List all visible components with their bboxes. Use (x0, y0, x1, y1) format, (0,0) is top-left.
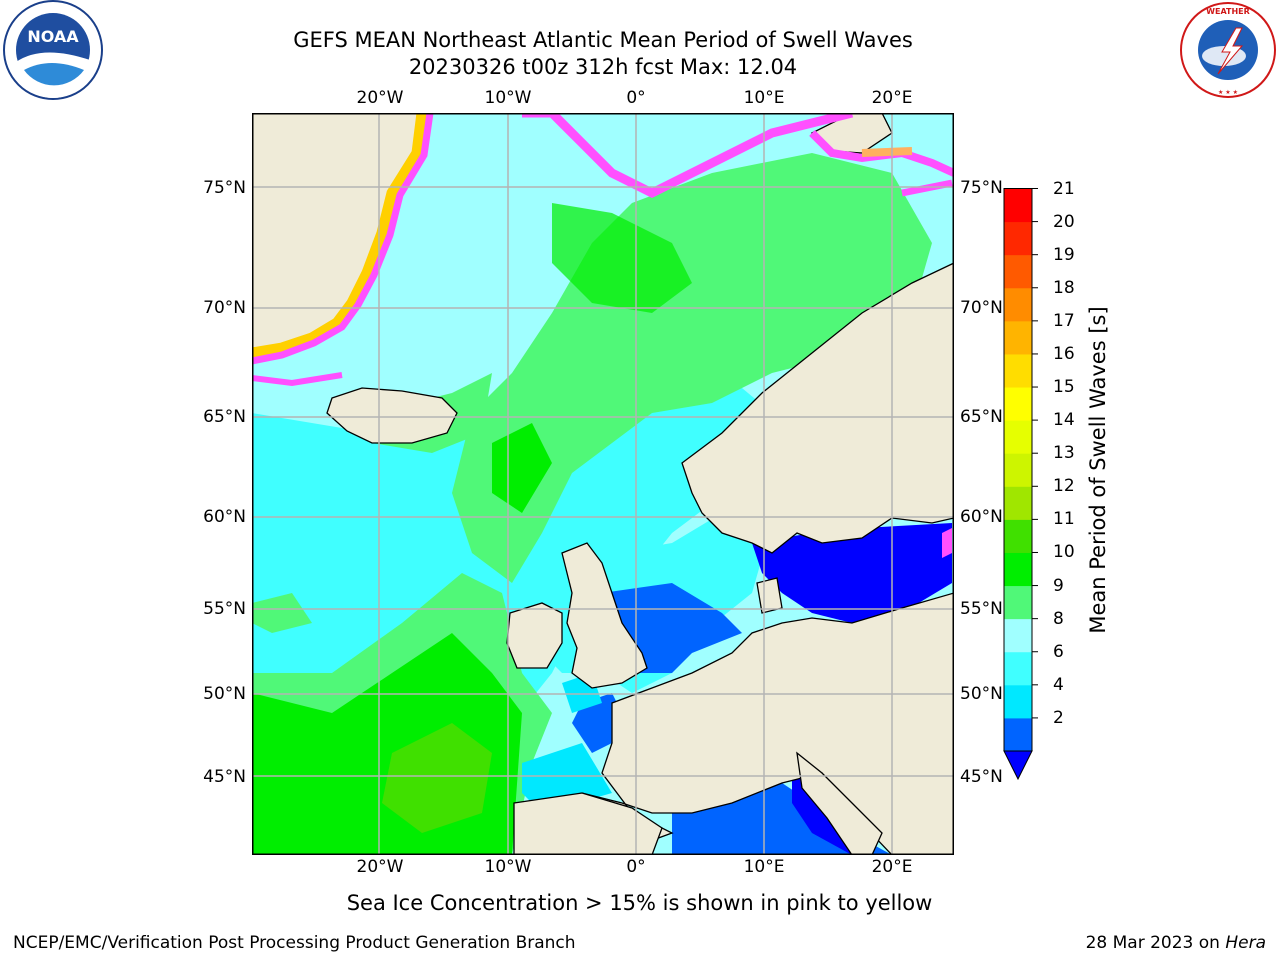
colorbar-segment (1004, 519, 1032, 553)
lon-label-top: 10°W (484, 88, 532, 108)
nws-logo: WEATHER ★ ★ ★ (1180, 2, 1276, 98)
colorbar-segment (1004, 684, 1032, 719)
colorbar-tick-label: 13 (1053, 443, 1075, 464)
colorbar-tick-label: 19 (1053, 244, 1075, 265)
machine-name: Hera (1225, 933, 1266, 953)
date-text: 28 Mar 2023 on (1085, 933, 1226, 953)
lat-label-right: 70°N (960, 298, 1003, 318)
lat-label-left: 75°N (203, 178, 246, 198)
svg-text:★ ★ ★: ★ ★ ★ (1218, 89, 1238, 96)
colorbar-tick-label: 16 (1053, 343, 1075, 364)
colorbar-segment (1004, 287, 1032, 322)
colorbar-tick-label: 14 (1053, 410, 1075, 431)
lat-label-left: 45°N (203, 767, 246, 787)
lat-label-right: 75°N (960, 178, 1003, 198)
noaa-logo-text: NOAA (27, 27, 79, 46)
svg-text:WEATHER: WEATHER (1206, 7, 1250, 16)
colorbar-segment (1004, 651, 1032, 686)
chart-subtitle: 20230326 t00z 312h fcst Max: 12.04 (408, 55, 798, 79)
colorbar-segment (1004, 552, 1032, 587)
lat-label-left: 60°N (203, 507, 246, 527)
lon-label-bottom: 10°E (743, 857, 785, 877)
colorbar-segment (1004, 320, 1032, 355)
colorbar-segment (1004, 585, 1032, 620)
lat-label-right: 55°N (960, 599, 1003, 619)
colorbar-tick-label: 6 (1053, 641, 1064, 662)
lon-label-top: 20°E (871, 88, 913, 108)
colorbar-tick-label: 18 (1053, 277, 1075, 298)
colorbar-tick-label: 12 (1053, 476, 1075, 497)
colorbar-segment (1004, 353, 1032, 388)
date-stamp: 28 Mar 2023 on Hera (1086, 933, 1266, 953)
colorbar-segment (1004, 453, 1032, 487)
colorbar-segment (1004, 717, 1032, 752)
lon-label-top: 0° (626, 88, 646, 108)
lon-label-bottom: 10°W (484, 857, 532, 877)
chart-title: GEFS MEAN Northeast Atlantic Mean Period… (293, 28, 913, 52)
graticule (252, 113, 954, 855)
lat-label-right: 65°N (960, 407, 1003, 427)
colorbar-tick-label: 8 (1053, 608, 1064, 629)
colorbar-tick-label: 11 (1053, 509, 1075, 530)
colorbar-tick-label: 2 (1053, 707, 1064, 728)
sea-ice-footnote: Sea Ice Concentration > 15% is shown in … (346, 891, 933, 915)
lon-label-bottom: 20°W (356, 857, 404, 877)
noaa-logo: NOAA (3, 0, 103, 100)
colorbar (1003, 188, 1038, 781)
lon-label-top: 20°W (356, 88, 404, 108)
lat-label-left: 70°N (203, 298, 246, 318)
colorbar-tick-label: 20 (1053, 211, 1075, 232)
colorbar-tick-label: 21 (1053, 178, 1075, 199)
colorbar-tick-label: 17 (1053, 310, 1075, 331)
credit-text: NCEP/EMC/Verification Post Processing Pr… (13, 933, 576, 953)
colorbar-segment (1004, 188, 1032, 223)
colorbar-tick-label: 9 (1053, 575, 1064, 596)
colorbar-tick-label: 15 (1053, 377, 1075, 398)
colorbar-segment (1004, 420, 1032, 454)
lat-label-right: 60°N (960, 507, 1003, 527)
colorbar-segment (1004, 618, 1032, 653)
colorbar-segment (1004, 221, 1032, 256)
lon-label-bottom: 20°E (871, 857, 913, 877)
lat-label-left: 50°N (203, 684, 246, 704)
sea-ice-edge (252, 113, 954, 558)
lon-label-top: 10°E (743, 88, 785, 108)
colorbar-segment (1004, 254, 1032, 289)
lat-label-left: 55°N (203, 599, 246, 619)
map-panel (252, 113, 954, 855)
colorbar-label: Mean Period of Swell Waves [s] (1086, 306, 1110, 634)
colorbar-segment (1004, 486, 1032, 520)
colorbar-tick-label: 10 (1053, 542, 1075, 563)
lon-label-bottom: 0° (626, 857, 646, 877)
lat-label-right: 45°N (960, 767, 1003, 787)
lat-label-left: 65°N (203, 407, 246, 427)
colorbar-tick-label: 4 (1053, 674, 1064, 695)
lat-label-right: 50°N (960, 684, 1003, 704)
colorbar-segment (1004, 387, 1032, 421)
